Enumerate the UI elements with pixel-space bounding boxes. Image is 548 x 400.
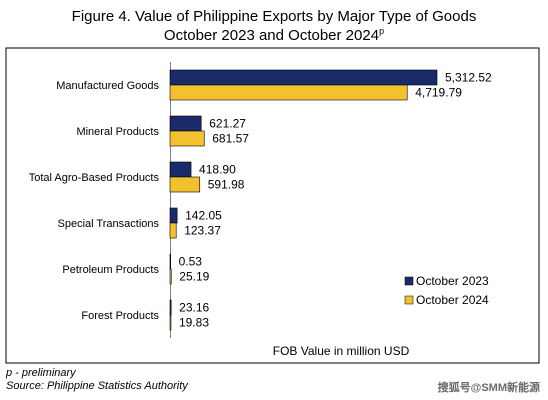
bar-october-2024 (169, 130, 205, 147)
bar-october-2024 (169, 222, 177, 239)
bar-october-2024 (169, 268, 172, 285)
bar-october-2023 (169, 299, 172, 316)
data-label: 0.53 (179, 255, 203, 269)
legend-swatch (404, 276, 414, 286)
data-label: 5,312.52 (445, 71, 492, 85)
category-label: Total Agro-Based Products (29, 172, 160, 184)
chart-title-line1: Figure 4. Value of Philippine Exports by… (71, 8, 477, 25)
bar-october-2023 (169, 253, 171, 270)
data-label: 123.37 (184, 224, 221, 238)
footnote-preliminary: p - preliminary (6, 367, 76, 379)
bar-october-2023 (169, 69, 438, 86)
data-label: 23.16 (179, 301, 209, 315)
data-label: 142.05 (185, 209, 222, 223)
data-label: 591.98 (208, 178, 245, 192)
footnote-source: Source: Philippine Statistics Authority (6, 380, 188, 392)
data-label: 681.57 (212, 132, 249, 146)
category-label: Forest Products (81, 310, 159, 322)
bar-october-2023 (169, 161, 192, 178)
legend-label: October 2023 (416, 274, 489, 288)
chart-title-line2: October 2023 and October 2024p (0, 27, 548, 45)
data-label: 4,719.79 (415, 86, 462, 100)
bar-october-2024 (169, 314, 172, 331)
legend-label: October 2024 (416, 293, 489, 307)
bar-october-2023 (169, 207, 178, 224)
data-label: 418.90 (199, 163, 236, 177)
bar-october-2024 (169, 84, 408, 101)
preliminary-superscript: p (379, 26, 385, 36)
watermark: 搜狐号@SMM新能源 (437, 382, 540, 394)
bar-october-2024 (169, 176, 201, 193)
chart-frame (5, 47, 540, 364)
category-label: Mineral Products (76, 126, 159, 138)
data-label: 25.19 (179, 270, 209, 284)
data-label: 621.27 (209, 117, 246, 131)
category-label: Petroleum Products (62, 264, 159, 276)
legend-swatch (404, 295, 414, 305)
chart-title-period: October 2023 and October 2024 (163, 27, 380, 44)
category-label: Special Transactions (58, 218, 160, 230)
x-axis-title: FOB Value in million USD (273, 344, 410, 358)
bar-october-2023 (169, 115, 202, 132)
data-label: 19.83 (179, 316, 209, 330)
category-label: Manufactured Goods (56, 80, 159, 92)
